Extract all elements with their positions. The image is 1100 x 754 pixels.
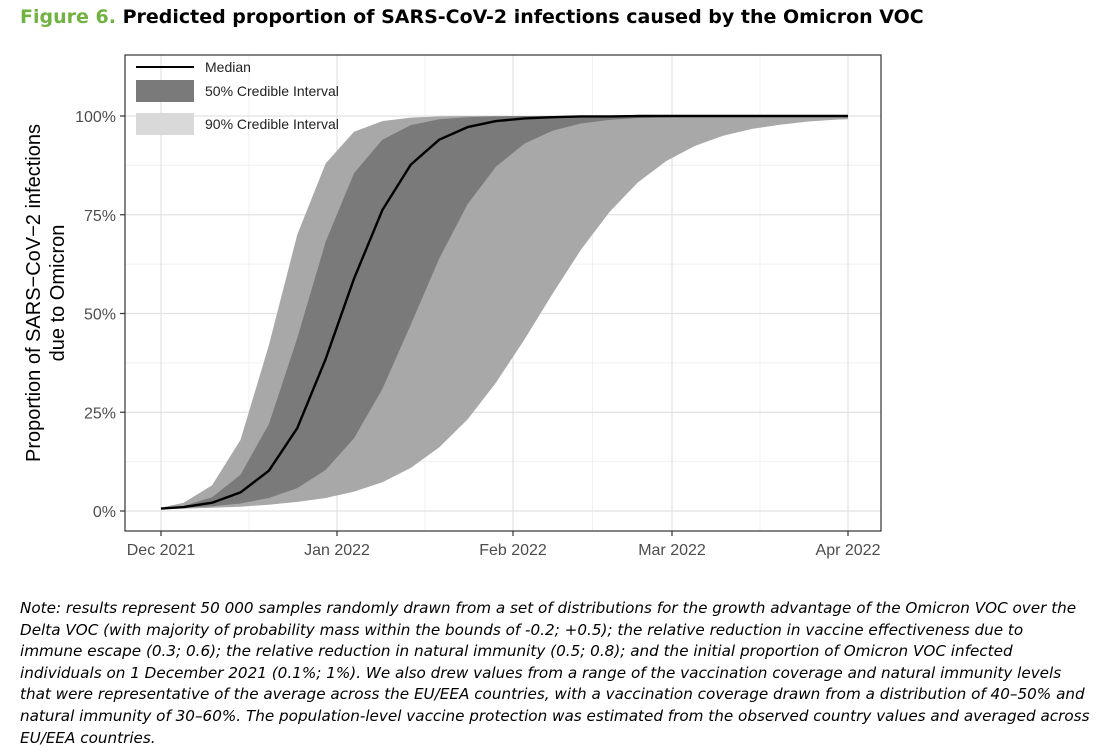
legend-swatch-band (136, 80, 194, 102)
figure-label: Figure 6. (20, 6, 116, 28)
y-tick-label: 100% (75, 109, 116, 126)
x-tick-label: Mar 2022 (638, 542, 706, 559)
legend-label: 50% Credible Interval (205, 83, 339, 99)
y-tick-label: 50% (84, 307, 116, 324)
band-50-credible-interval (161, 116, 848, 509)
y-tick-label: 75% (84, 208, 116, 225)
x-tick-label: Apr 2022 (816, 542, 881, 559)
plot-area (124, 54, 882, 532)
legend-label: 90% Credible Interval (205, 116, 339, 132)
x-tick-label: Jan 2022 (304, 542, 370, 559)
legend-label: Median (205, 59, 251, 75)
legend: Median 50% Credible Interval 90% Credible … (136, 59, 339, 135)
y-axis-title-line: due to Omicron (47, 225, 69, 362)
figure-note: Note: results represent 50 000 samples r… (20, 599, 1090, 747)
y-tick-label: 25% (84, 405, 116, 422)
legend-swatch-band (136, 113, 194, 135)
axes: 0% 25% 50% 75% 100% Dec 2021 Jan 2022 Feb 2022 M… (23, 109, 881, 559)
x-tick-label: Dec 2021 (127, 542, 196, 559)
y-tick-label: 0% (93, 504, 116, 521)
plot-border (124, 54, 882, 532)
figure-title: Figure 6. Predicted proportion of SARS-C… (20, 6, 924, 28)
x-tick-label: Feb 2022 (479, 542, 547, 559)
y-axis-title-line: Proportion of SARS−CoV−2 infections (23, 124, 45, 462)
chart: 0% 25% 50% 75% 100% Dec 2021 Jan 2022 Feb 2022 M… (23, 54, 882, 559)
figure-title-text: Predicted proportion of SARS-CoV-2 infec… (122, 6, 924, 28)
median-line (160, 114, 848, 510)
y-axis-title: Proportion of SARS−CoV−2 infections due t… (23, 124, 69, 462)
